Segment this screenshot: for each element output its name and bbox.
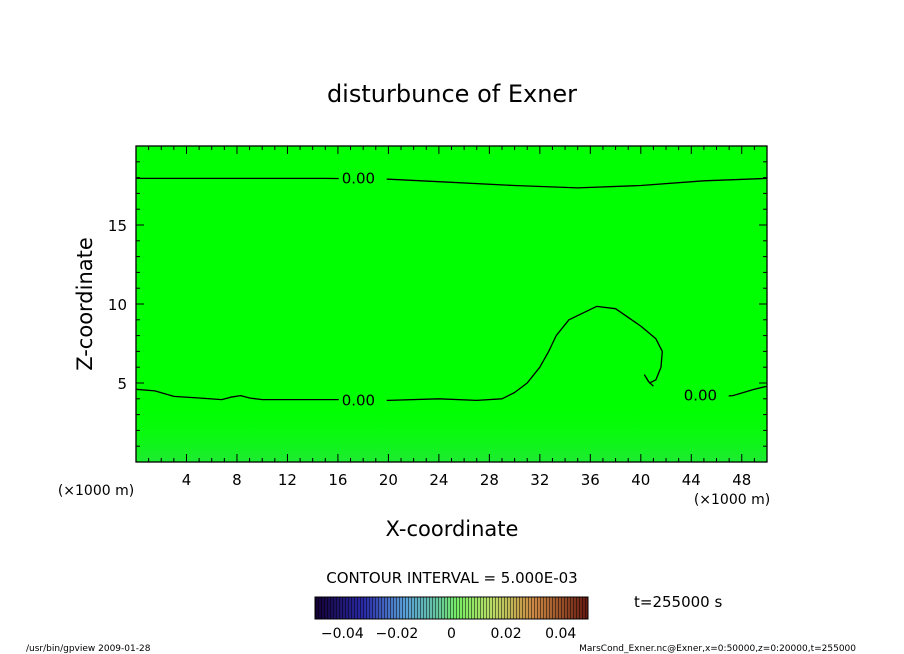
colorbar-stripes [315, 597, 588, 619]
x-tick-label: 32 [530, 471, 549, 489]
contour-label: 0.00 [342, 391, 375, 409]
y-axis-label: Z-coordinate [73, 237, 97, 371]
contour-label: 0.00 [684, 387, 717, 405]
colorbar: −0.04 −0.02 0 0.02 0.04 [314, 596, 589, 642]
contour-label: 0.00 [342, 169, 375, 187]
contour-labels: 0.00 0.00 0.00 [338, 169, 729, 409]
source-annotation: MarsCond_Exner.nc@Exner,x=0:50000,z=0:20… [579, 644, 856, 654]
x-tick-label: 4 [182, 471, 192, 489]
x-tick-label: 48 [732, 471, 751, 489]
contour-line [135, 305, 663, 402]
colorbar-tick-label: 0 [447, 626, 456, 642]
x-axis-label: X-coordinate [386, 517, 519, 541]
y-tick-label: 15 [108, 217, 127, 235]
colorbar-tick-label: −0.04 [321, 626, 364, 642]
x-tick-label: 20 [379, 471, 398, 489]
x-tick-label: 36 [581, 471, 600, 489]
x-tick-label: 28 [480, 471, 499, 489]
x-tick-label: 8 [232, 471, 242, 489]
x-axis-unit: (×1000 m) [694, 492, 770, 508]
colorbar-tick-labels: −0.04 −0.02 0 0.02 0.04 [321, 626, 577, 642]
contour-label-bg [680, 386, 729, 403]
x-tick-label: 24 [429, 471, 448, 489]
y-axis-unit: (×1000 m) [58, 483, 134, 499]
x-tick-label: 12 [278, 471, 297, 489]
colorbar-tick-label: −0.02 [375, 626, 418, 642]
y-tick-label: 10 [108, 296, 127, 314]
colorbar-tick-label: 0.02 [491, 626, 522, 642]
contour-label-bg [338, 169, 387, 186]
x-tick-label: 40 [631, 471, 650, 489]
x-tick-label: 44 [682, 471, 701, 489]
chart-title: disturbunce of Exner [327, 80, 577, 108]
program-annotation: /usr/bin/gpview 2009-01-28 [26, 644, 151, 654]
contour-interval-text: CONTOUR INTERVAL = 5.000E-03 [326, 569, 577, 587]
y-tick-label: 5 [117, 375, 127, 393]
colorbar-frame [314, 596, 589, 620]
x-tick-label: 16 [328, 471, 347, 489]
contour-fill-bottom [136, 400, 767, 462]
contour-label-bg [338, 391, 387, 408]
contour-line [136, 177, 768, 189]
time-annotation: t=255000 s [634, 593, 722, 611]
colorbar-tick-label: 0.04 [545, 626, 576, 642]
